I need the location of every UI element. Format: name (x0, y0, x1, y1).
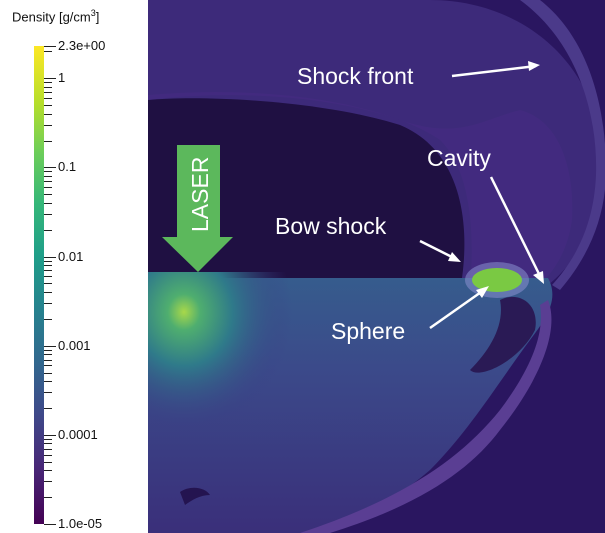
colorbar-major-tick (44, 167, 56, 169)
colorbar-minor-tick (44, 92, 52, 94)
colorbar-major-tick (44, 434, 56, 436)
colorbar-minor-tick (44, 82, 52, 84)
shock-front-arrow-line (451, 64, 537, 78)
colorbar-major-tick (44, 78, 56, 80)
colorbar-title: Density [g/cm3] (12, 8, 99, 24)
laser-label: LASER (187, 157, 213, 232)
colorbar-tick-label: 1.0e-05 (58, 516, 103, 531)
colorbar-minor-tick (44, 98, 52, 100)
colorbar-minor-tick (44, 283, 52, 285)
colorbar-minor-tick (44, 105, 52, 107)
colorbar-minor-tick (44, 392, 52, 394)
colorbar-tick-label: 0.001 (58, 337, 91, 353)
cavity-arrowhead (533, 271, 544, 284)
colorbar-minor-tick (44, 365, 52, 367)
shock-front-band (520, 0, 605, 290)
cavity-label: Cavity (427, 145, 491, 171)
sphere-wake (470, 296, 536, 373)
shock-front-arrowhead (528, 61, 540, 71)
colorbar-minor-tick (44, 276, 52, 278)
colorbar-title-close: ] (95, 9, 100, 25)
colorbar-minor-tick (44, 113, 52, 115)
sphere-arrowhead (476, 286, 489, 298)
shock-front-label: Shock front (297, 63, 414, 89)
colorbar-minor-tick (44, 443, 52, 445)
colorbar-minor-tick (44, 318, 52, 320)
colorbar-tick-label: 0.1 (58, 159, 77, 175)
colorbar-minor-tick (44, 448, 52, 450)
colorbar-minor-tick (44, 481, 52, 483)
colorbar-minor-tick (44, 86, 52, 88)
colorbar-minor-tick (44, 260, 52, 262)
colorbar-title-exponent: 3 (90, 8, 96, 18)
colorbar-minor-tick (44, 140, 52, 142)
colorbar-ticks: 2.3e+00 1 0.1 0.01 0.001 0.0001 1.0e-05 (0, 0, 150, 533)
sphere-label: Sphere (331, 318, 405, 344)
colorbar-tick-label: 0.0001 (58, 426, 98, 442)
colorbar-minor-tick (44, 372, 52, 374)
colorbar-minor-tick (44, 202, 52, 204)
colorbar-minor-tick (44, 187, 52, 189)
colorbar-minor-tick (44, 303, 52, 305)
colorbar-minor-tick (44, 51, 52, 53)
colorbar-minor-tick (44, 349, 52, 351)
colorbar-minor-tick (44, 270, 52, 272)
bow-shock-arrowhead (448, 252, 461, 262)
bow-shock-label: Bow shock (275, 213, 387, 239)
colorbar-minor-tick (44, 408, 52, 409)
density-colorbar (34, 46, 44, 524)
colorbar-minor-tick (44, 124, 52, 126)
colorbar-minor-tick (44, 381, 52, 383)
sphere (472, 268, 522, 292)
colorbar-minor-tick (44, 171, 52, 173)
colorbar-minor-tick (44, 292, 52, 294)
colorbar-minor-tick (44, 176, 52, 178)
colorbar-minor-tick (44, 438, 52, 440)
colorbar-major-tick (44, 524, 56, 525)
colorbar-major-tick (44, 345, 56, 347)
laser-deposition-glow (148, 272, 328, 472)
colorbar-title-text: Density [g/cm (12, 9, 91, 25)
colorbar-tick-label: 2.3e+00 (58, 38, 106, 53)
colorbar-minor-tick (44, 265, 52, 267)
colorbar-minor-tick (44, 497, 52, 499)
colorbar-minor-tick (44, 470, 52, 472)
colorbar-minor-tick (44, 359, 52, 361)
colorbar-tick-label: 1 (58, 70, 66, 86)
colorbar-minor-tick (44, 354, 52, 356)
colorbar-major-tick (44, 256, 56, 258)
colorbar-major-tick (44, 46, 56, 47)
colorbar-minor-tick (44, 461, 52, 463)
colorbar-minor-tick (44, 229, 52, 231)
lower-shell-rim (300, 300, 552, 533)
colorbar-minor-tick (44, 194, 52, 196)
filament-feature (180, 487, 210, 505)
cavity-arrow-line (489, 176, 543, 279)
colorbar-minor-tick (44, 214, 52, 215)
laser-arrow (162, 145, 233, 272)
colorbar-minor-tick (44, 181, 52, 183)
bow-shock-arrow-line (419, 239, 457, 261)
sphere-arrow-line (429, 288, 485, 330)
colorbar-tick-label: 0.01 (58, 248, 84, 264)
colorbar-minor-tick (44, 454, 52, 456)
upper-cavity-region (148, 98, 465, 278)
